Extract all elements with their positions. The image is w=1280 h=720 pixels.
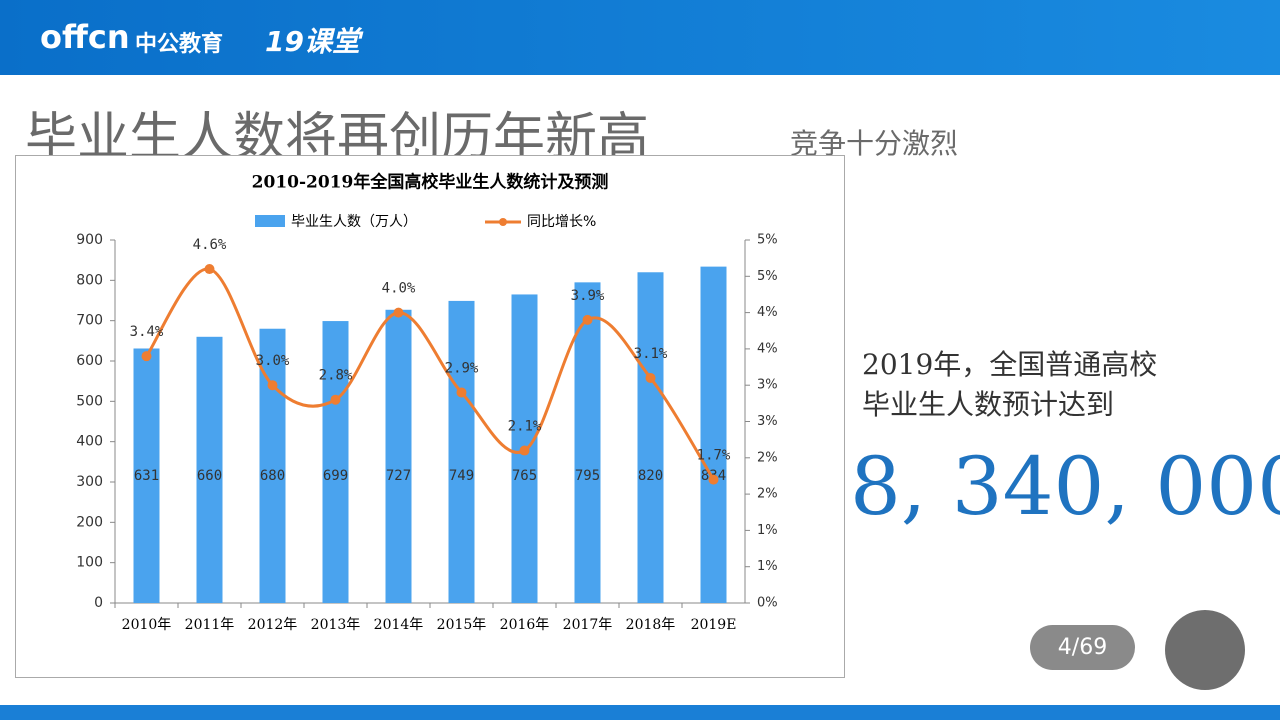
- header-bar: offcn 中公教育 19课堂: [0, 0, 1280, 75]
- x-tick-label: 2011年: [185, 617, 235, 633]
- line-point: [708, 474, 719, 485]
- y-tick-label: 700: [76, 313, 103, 329]
- highlight-number: 8, 340, 000: [850, 440, 1280, 533]
- y2-tick-label: 0%: [757, 596, 778, 611]
- bar: [322, 321, 349, 603]
- bar: [700, 266, 727, 603]
- line-point: [456, 387, 467, 398]
- note-line: 2019年，全国普通高校: [862, 348, 1158, 381]
- bar-value-label: 699: [323, 468, 348, 484]
- bar-value-label: 820: [638, 468, 663, 484]
- page-counter: 4/69: [1030, 625, 1135, 670]
- y-tick-label: 300: [76, 474, 103, 490]
- brand: 中公教育: [135, 32, 224, 57]
- line-point: [204, 264, 215, 275]
- refresh-button[interactable]: [1165, 610, 1245, 690]
- y2-tick-label: 2%: [757, 450, 778, 465]
- x-tick-label: 2016年: [500, 617, 550, 633]
- y2-tick-label: 3%: [757, 378, 778, 393]
- y-tick-label: 500: [76, 393, 103, 409]
- line-value-label: 4.6%: [193, 237, 227, 253]
- chart: 2010-2019年全国高校毕业生人数统计及预测 0 100 200 300 400 50…: [15, 155, 845, 678]
- bar: [574, 282, 601, 603]
- y-tick-label: 400: [76, 434, 103, 450]
- bar: [133, 348, 160, 603]
- line-point: [330, 394, 341, 405]
- bar: [637, 272, 664, 603]
- bar: [385, 309, 412, 603]
- bar-value-label: 765: [512, 468, 537, 484]
- bar-value-label: 660: [197, 468, 222, 484]
- logo: offcn: [40, 18, 130, 56]
- y-tick-label: 100: [76, 555, 103, 571]
- note-line: 毕业生人数预计达到: [862, 388, 1115, 421]
- x-tick-label: 2012年: [248, 617, 298, 633]
- line-point: [393, 307, 404, 318]
- line-value-label: 3.9%: [571, 288, 605, 304]
- y2-tick-label: 1%: [757, 559, 778, 574]
- bar: [448, 300, 475, 603]
- y2-tick-label: 4%: [757, 305, 778, 320]
- x-tick-label: 2013年: [311, 617, 361, 633]
- footer-bar: [0, 705, 1280, 720]
- line-point: [645, 372, 656, 383]
- line-point: [141, 351, 152, 362]
- y-tick-label: 200: [76, 514, 103, 530]
- y2-tick-label: 5%: [757, 233, 778, 248]
- y2-tick-label: 4%: [757, 341, 778, 356]
- y2-tick-label: 1%: [757, 523, 778, 538]
- y2-tick-label: 3%: [757, 414, 778, 429]
- line-value-label: 3.1%: [634, 346, 668, 362]
- slide-subtitle: 竞争十分激烈: [790, 127, 959, 160]
- line-value-label: 2.9%: [445, 360, 479, 376]
- bar-value-label: 631: [134, 468, 159, 484]
- line-value-label: 3.4%: [130, 324, 164, 340]
- chart-title: 2010-2019年全国高校毕业生人数统计及预测: [252, 172, 609, 193]
- y2-tick-label: 2%: [757, 487, 778, 502]
- bar: [196, 336, 223, 603]
- note: 2019年，全国普通高校 毕业生人数预计达到: [862, 345, 1157, 425]
- line-point: [582, 314, 593, 325]
- line-value-label: 2.1%: [508, 419, 542, 435]
- y-tick-label: 600: [76, 353, 103, 369]
- y-tick-label: 0: [94, 595, 103, 611]
- course: 19课堂: [265, 25, 360, 58]
- line-value-label: 1.7%: [697, 448, 731, 464]
- y2-tick-label: 5%: [757, 269, 778, 284]
- bar-value-label: 795: [575, 468, 600, 484]
- legend-swatch: [255, 215, 285, 227]
- legend-label: 毕业生人数（万人）: [291, 214, 417, 230]
- y-tick-label: 800: [76, 272, 103, 288]
- line: [145, 267, 715, 481]
- line-value-label: 2.8%: [319, 368, 353, 384]
- x-tick-label: 2015年: [437, 617, 487, 633]
- legend-label: 同比增长%: [527, 214, 596, 230]
- x-tick-label: 2014年: [374, 617, 424, 633]
- line-point: [267, 380, 278, 391]
- bar-value-label: 680: [260, 468, 285, 484]
- y-tick-label: 900: [76, 232, 103, 248]
- x-tick-label: 2018年: [626, 617, 676, 633]
- line-point: [519, 445, 530, 456]
- bar-value-label: 749: [449, 468, 474, 484]
- line-value-label: 3.0%: [256, 353, 290, 369]
- x-tick-label: 2017年: [563, 617, 613, 633]
- x-tick-label: 2010年: [122, 617, 172, 633]
- legend-swatch: [499, 218, 507, 226]
- bar-value-label: 727: [386, 468, 411, 484]
- line-value-label: 4.0%: [382, 281, 416, 297]
- x-tick-label: 2019E: [691, 617, 737, 633]
